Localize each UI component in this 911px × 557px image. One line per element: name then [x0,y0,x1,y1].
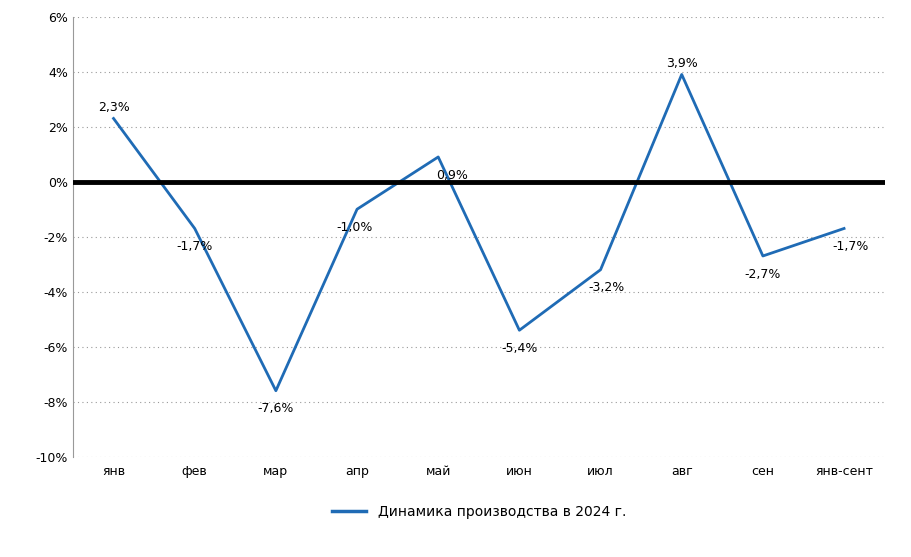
Text: 0,9%: 0,9% [435,169,467,182]
Text: 3,9%: 3,9% [665,57,697,70]
Text: -1,7%: -1,7% [177,240,212,253]
Text: -7,6%: -7,6% [258,402,293,416]
Text: 2,3%: 2,3% [97,101,129,114]
Text: -1,7%: -1,7% [832,240,868,253]
Text: -5,4%: -5,4% [501,342,537,355]
Legend: Динамика производства в 2024 г.: Динамика производства в 2024 г. [326,500,630,525]
Text: -3,2%: -3,2% [588,281,623,294]
Text: -2,7%: -2,7% [744,267,780,281]
Text: -1,0%: -1,0% [336,221,372,234]
